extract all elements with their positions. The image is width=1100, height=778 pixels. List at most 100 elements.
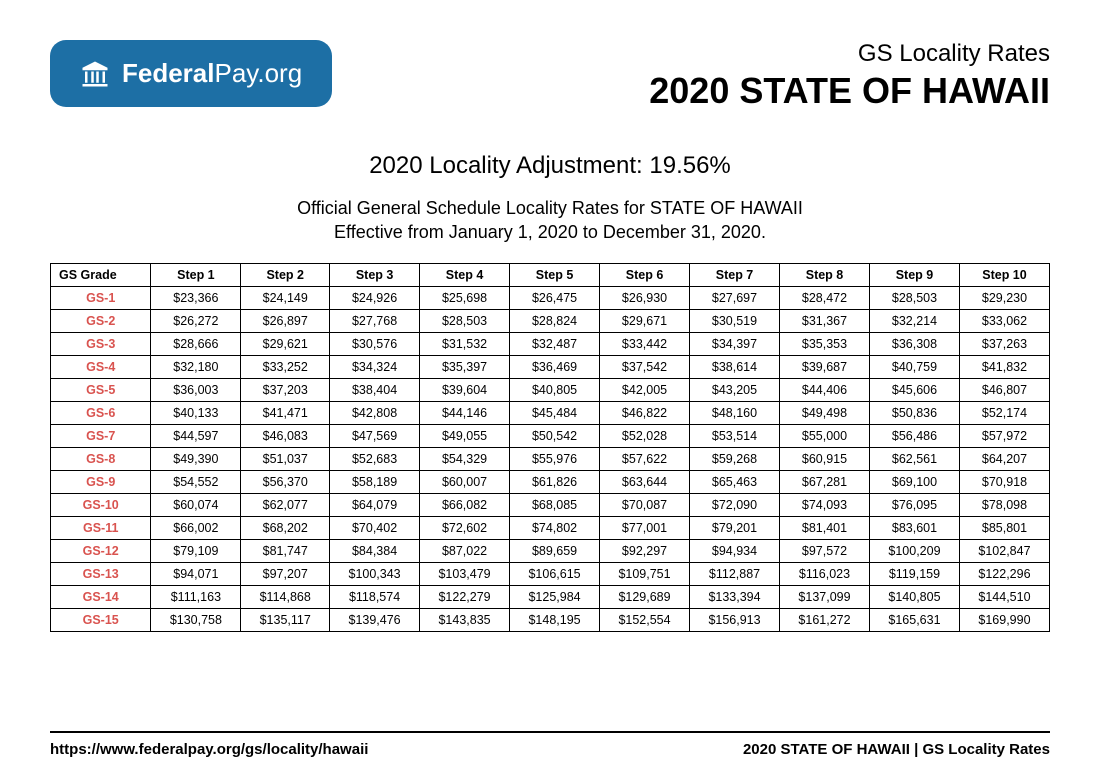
pay-cell: $41,471 <box>241 401 330 424</box>
title-block: GS Locality Rates 2020 STATE OF HAWAII <box>649 40 1050 112</box>
pay-cell: $55,976 <box>510 447 600 470</box>
pay-cell: $24,926 <box>330 286 420 309</box>
step-header: Step 1 <box>151 263 241 286</box>
pay-cell: $48,160 <box>690 401 780 424</box>
pay-cell: $169,990 <box>959 608 1049 631</box>
pay-cell: $50,542 <box>510 424 600 447</box>
pay-cell: $62,077 <box>241 493 330 516</box>
page-title: 2020 STATE OF HAWAII <box>649 70 1050 112</box>
table-row: GS-14$111,163$114,868$118,574$122,279$12… <box>51 585 1050 608</box>
table-header: GS GradeStep 1Step 2Step 3Step 4Step 5St… <box>51 263 1050 286</box>
grade-cell: GS-1 <box>51 286 151 309</box>
pay-cell: $46,822 <box>600 401 690 424</box>
pay-cell: $69,100 <box>869 470 959 493</box>
footer-url: https://www.federalpay.org/gs/locality/h… <box>50 741 368 758</box>
pay-cell: $94,934 <box>690 539 780 562</box>
pay-cell: $34,324 <box>330 355 420 378</box>
header: FederalPay.org GS Locality Rates 2020 ST… <box>50 40 1050 112</box>
logo-badge: FederalPay.org <box>50 40 332 107</box>
pay-cell: $26,272 <box>151 309 241 332</box>
pay-cell: $112,887 <box>690 562 780 585</box>
pay-cell: $100,209 <box>869 539 959 562</box>
pay-cell: $152,554 <box>600 608 690 631</box>
pay-cell: $76,095 <box>869 493 959 516</box>
pay-cell: $40,805 <box>510 378 600 401</box>
pay-cell: $44,406 <box>780 378 870 401</box>
pay-cell: $30,576 <box>330 332 420 355</box>
pay-cell: $84,384 <box>330 539 420 562</box>
pay-cell: $27,697 <box>690 286 780 309</box>
pay-cell: $125,984 <box>510 585 600 608</box>
table-row: GS-4$32,180$33,252$34,324$35,397$36,469$… <box>51 355 1050 378</box>
pay-cell: $40,759 <box>869 355 959 378</box>
pay-cell: $161,272 <box>780 608 870 631</box>
table-body: GS-1$23,366$24,149$24,926$25,698$26,475$… <box>51 286 1050 631</box>
table-row: GS-8$49,390$51,037$52,683$54,329$55,976$… <box>51 447 1050 470</box>
pay-cell: $31,367 <box>780 309 870 332</box>
pay-cell: $106,615 <box>510 562 600 585</box>
grade-cell: GS-14 <box>51 585 151 608</box>
pay-cell: $50,836 <box>869 401 959 424</box>
pay-cell: $64,079 <box>330 493 420 516</box>
pay-cell: $55,000 <box>780 424 870 447</box>
grade-cell: GS-15 <box>51 608 151 631</box>
pay-table: GS GradeStep 1Step 2Step 3Step 4Step 5St… <box>50 263 1050 632</box>
pay-cell: $130,758 <box>151 608 241 631</box>
pay-cell: $33,252 <box>241 355 330 378</box>
pay-cell: $41,832 <box>959 355 1049 378</box>
pay-cell: $42,808 <box>330 401 420 424</box>
footer-right: 2020 STATE OF HAWAII | GS Locality Rates <box>743 741 1050 758</box>
pay-cell: $25,698 <box>420 286 510 309</box>
pay-cell: $87,022 <box>420 539 510 562</box>
pay-cell: $28,503 <box>420 309 510 332</box>
pay-cell: $56,370 <box>241 470 330 493</box>
grade-cell: GS-11 <box>51 516 151 539</box>
pay-cell: $39,604 <box>420 378 510 401</box>
pay-cell: $30,519 <box>690 309 780 332</box>
table-row: GS-11$66,002$68,202$70,402$72,602$74,802… <box>51 516 1050 539</box>
pay-cell: $60,007 <box>420 470 510 493</box>
pay-cell: $62,561 <box>869 447 959 470</box>
pay-cell: $74,802 <box>510 516 600 539</box>
pay-cell: $148,195 <box>510 608 600 631</box>
pay-cell: $37,203 <box>241 378 330 401</box>
pay-cell: $42,005 <box>600 378 690 401</box>
pay-cell: $26,897 <box>241 309 330 332</box>
pay-cell: $118,574 <box>330 585 420 608</box>
pay-cell: $37,263 <box>959 332 1049 355</box>
pay-cell: $57,622 <box>600 447 690 470</box>
pay-cell: $51,037 <box>241 447 330 470</box>
pay-cell: $28,503 <box>869 286 959 309</box>
pay-cell: $114,868 <box>241 585 330 608</box>
pay-cell: $77,001 <box>600 516 690 539</box>
pay-cell: $68,085 <box>510 493 600 516</box>
logo-text: FederalPay.org <box>122 58 302 89</box>
pay-cell: $37,542 <box>600 355 690 378</box>
table-row: GS-9$54,552$56,370$58,189$60,007$61,826$… <box>51 470 1050 493</box>
pay-cell: $36,308 <box>869 332 959 355</box>
pay-cell: $23,366 <box>151 286 241 309</box>
pay-cell: $111,163 <box>151 585 241 608</box>
pay-cell: $64,207 <box>959 447 1049 470</box>
pay-cell: $28,666 <box>151 332 241 355</box>
grade-cell: GS-8 <box>51 447 151 470</box>
pay-cell: $44,146 <box>420 401 510 424</box>
logo-name-light: Pay.org <box>215 58 303 88</box>
pay-cell: $43,205 <box>690 378 780 401</box>
pay-cell: $54,552 <box>151 470 241 493</box>
pay-cell: $38,614 <box>690 355 780 378</box>
pay-cell: $143,835 <box>420 608 510 631</box>
pay-cell: $49,055 <box>420 424 510 447</box>
step-header: Step 5 <box>510 263 600 286</box>
pay-cell: $34,397 <box>690 332 780 355</box>
pay-cell: $78,098 <box>959 493 1049 516</box>
pay-cell: $109,751 <box>600 562 690 585</box>
pay-cell: $70,087 <box>600 493 690 516</box>
table-row: GS-3$28,666$29,621$30,576$31,532$32,487$… <box>51 332 1050 355</box>
pay-cell: $85,801 <box>959 516 1049 539</box>
pay-cell: $35,397 <box>420 355 510 378</box>
pay-cell: $45,606 <box>869 378 959 401</box>
pay-cell: $26,930 <box>600 286 690 309</box>
pay-cell: $60,915 <box>780 447 870 470</box>
pay-cell: $52,028 <box>600 424 690 447</box>
